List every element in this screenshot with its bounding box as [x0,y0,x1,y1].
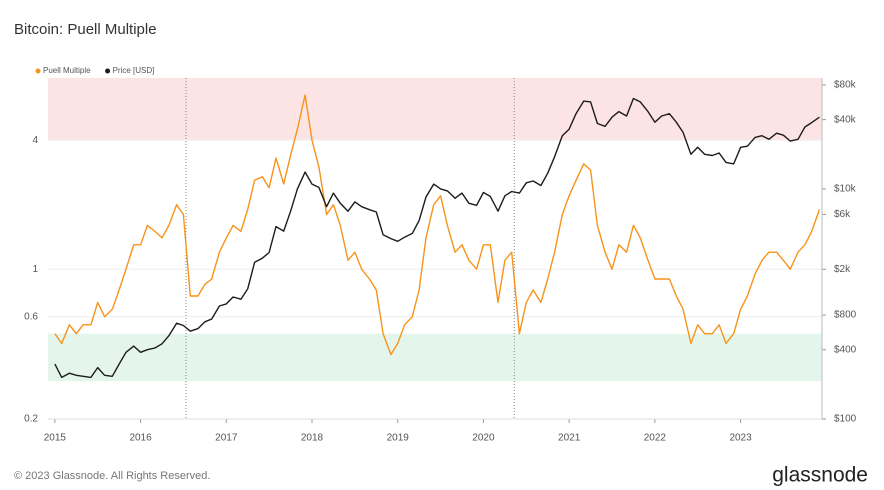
y-tick-label: 4 [32,135,38,146]
y-tick-label: 0.6 [24,311,38,322]
x-tick-label: 2016 [129,433,152,444]
x-tick-label: 2023 [729,433,752,444]
brand-logo: glassnode [772,464,868,487]
zone-band [48,78,822,141]
y2-tick-label: $400 [834,344,857,355]
series-line [54,97,820,379]
y2-tick-label: $2k [834,264,851,275]
y-tick-label: 1 [32,264,38,275]
zone-band [48,333,822,382]
y2-tick-label: $800 [834,310,857,321]
x-tick-label: 2021 [558,433,581,444]
y2-tick-label: $100 [834,414,857,425]
y2-tick-label: $6k [834,209,851,220]
x-tick-label: 2017 [215,433,238,444]
footer: © 2023 Glassnode. All Rights Reserved. [14,470,210,482]
legend-marker [105,68,111,74]
series-line [54,94,821,356]
y2-tick-label: $40k [834,114,857,125]
x-tick-label: 2015 [44,433,67,444]
legend-label: Puell Multiple [43,66,91,75]
chart-title: Bitcoin: Puell Multiple [14,21,157,38]
y2-tick-label: $80k [834,80,857,91]
x-tick-label: 2020 [472,433,495,444]
y2-tick-label: $10k [834,184,857,195]
y-tick-label: 0.2 [24,414,38,425]
legend-label: Price [USD] [113,66,155,75]
legend-marker [35,68,41,74]
x-tick-label: 2018 [301,433,324,444]
x-tick-label: 2022 [644,433,667,444]
x-tick-label: 2019 [387,433,410,444]
